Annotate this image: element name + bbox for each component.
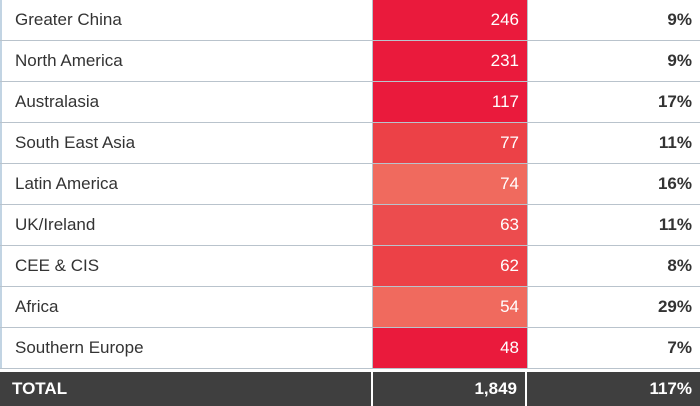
region-name-cell: Africa [0, 287, 373, 327]
value-cell: 231 [373, 41, 527, 81]
region-name-cell: CEE & CIS [0, 246, 373, 286]
percentage-cell: 17% [527, 82, 700, 122]
percentage-cell: 9% [527, 0, 700, 40]
value-cell: 63 [373, 205, 527, 245]
table-row: South East Asia 77 11% [0, 123, 700, 164]
percentage-cell: 9% [527, 41, 700, 81]
table-row: Southern Europe 48 7% [0, 328, 700, 369]
total-value: 1,849 [373, 372, 527, 406]
percentage-cell: 29% [527, 287, 700, 327]
table-row: North America 231 9% [0, 41, 700, 82]
percentage-cell: 16% [527, 164, 700, 204]
percentage-cell: 7% [527, 328, 700, 368]
table-row: UK/Ireland 63 11% [0, 205, 700, 246]
region-name-cell: South East Asia [0, 123, 373, 163]
table-row: Africa 54 29% [0, 287, 700, 328]
total-percentage: 117% [649, 379, 692, 398]
value-cell: 77 [373, 123, 527, 163]
total-label: TOTAL [0, 372, 373, 406]
value-cell: 62 [373, 246, 527, 286]
value-cell: 54 [373, 287, 527, 327]
region-name-cell: Latin America [0, 164, 373, 204]
percentage-cell: 11% [527, 123, 700, 163]
value-cell: 117 [373, 82, 527, 122]
region-name-cell: Australasia [0, 82, 373, 122]
percentage-cell: 11% [527, 205, 700, 245]
region-name-cell: North America [0, 41, 373, 81]
table-row: CEE & CIS 62 8% [0, 246, 700, 287]
region-name-cell: Southern Europe [0, 328, 373, 368]
value-cell: 74 [373, 164, 527, 204]
percentage-cell: 8% [527, 246, 700, 286]
table-row: Australasia 117 17% [0, 82, 700, 123]
table-row: Latin America 74 16% [0, 164, 700, 205]
region-name-cell: Greater China [0, 0, 373, 40]
value-cell: 48 [373, 328, 527, 368]
region-name-cell: UK/Ireland [0, 205, 373, 245]
value-cell: 246 [373, 0, 527, 40]
table-row: Greater China 246 9% [0, 0, 700, 41]
total-row: TOTAL 1,849 117% [0, 372, 700, 406]
